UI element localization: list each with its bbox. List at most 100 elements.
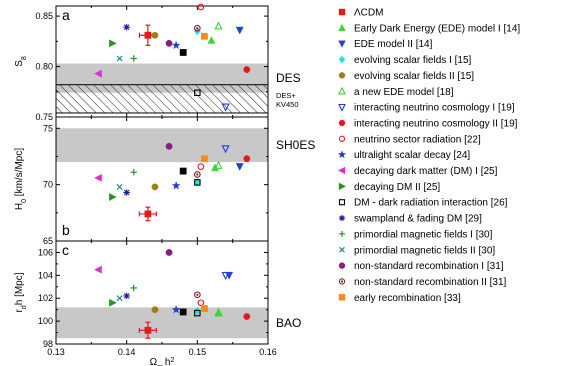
legend-label-ede1: Early Dark Energy (EDE) model I [14]: [354, 23, 520, 34]
x-tick-label: 0.13: [47, 347, 65, 357]
point-a-inc1: [221, 103, 230, 112]
point-c-erec: [200, 305, 208, 312]
point-b-dmdr: [194, 179, 201, 186]
legend-label-newede: a new EDE model [18]: [354, 87, 454, 98]
legend-marker-usd: [337, 150, 347, 159]
y-tick-label-b: 65: [43, 236, 53, 246]
x-tick-label: 0.14: [118, 347, 136, 357]
legend-marker-nsr: [338, 135, 346, 142]
point-a-nsrec2: [193, 24, 201, 32]
y-tick-label-c: 104: [38, 270, 53, 280]
y-axis-label-a: S8: [14, 56, 28, 67]
legend-label-usd: ultralight scalar decay [24]: [354, 150, 470, 161]
panel-letter-b: b: [62, 222, 70, 238]
legend-item-ddm2: decaying DM II [25]: [338, 182, 440, 193]
plot-area: 0.75 0.80 0.85 a S8 DES DES+ KV450 65 70 75 b H0 [km…: [14, 3, 315, 349]
point-a-swamp: [123, 23, 130, 31]
band-label-bao: BAO: [276, 316, 301, 330]
legend-label-ddm1: decaying dark matter (DM) I [25]: [354, 166, 498, 177]
band-label-des: DES: [276, 71, 301, 85]
point-b-nsrec1: [165, 142, 173, 150]
legend-item-dmdr: DM - dark radiation interaction [26]: [338, 198, 508, 209]
point-a-ede2: [235, 26, 244, 35]
legend-label-esf2: evolving scalar fields II [15]: [354, 71, 474, 82]
legend-marker-pmf1: [339, 230, 345, 237]
point-b-dmdr_b: [179, 167, 187, 175]
point-c-inc2: [243, 313, 251, 320]
point-c-newede: [214, 308, 223, 317]
legend-marker-ede1: [338, 23, 346, 32]
y-tick-label-a: 0.80: [35, 62, 53, 72]
point-c-lcdm: [144, 326, 152, 334]
legend-marker-esf1: [338, 55, 346, 64]
panel-letter-c: c: [62, 242, 69, 258]
legend-item-ddm1: decaying dark matter (DM) I [25]: [337, 166, 498, 177]
point-c-dmdr: [194, 309, 201, 317]
point-b-ddm1: [94, 173, 102, 182]
point-c-pmf1: [130, 284, 137, 292]
point-b-ede1: [211, 163, 219, 172]
legend-item-nsr: neutrino sector radiation [22]: [338, 134, 481, 145]
legend-marker-inc1: [338, 103, 346, 112]
legend-item-pmf2: primordial magnetic fields II [30]: [339, 245, 495, 256]
legend-label-pmf1: primordial magnetic fields I [30]: [354, 229, 493, 240]
point-b-pmf1: [130, 169, 137, 176]
legend-item-inc2: interacting neutrino cosmology II [19]: [338, 118, 518, 129]
point-c-esf2: [151, 306, 159, 314]
point-a-ede1: [207, 36, 216, 44]
point-a-nsrec1: [165, 39, 173, 47]
hatched-band-a: [55, 84, 269, 114]
legend-item-nsrec1: non-standard recombination I [31]: [338, 261, 504, 272]
point-a-newede: [214, 21, 223, 30]
legend-item-newede: a new EDE model [18]: [338, 86, 454, 98]
legend-marker-newede: [338, 86, 346, 95]
legend-item-inc1: interacting neutrino cosmology I [19]: [338, 103, 515, 114]
point-b-ddm2: [109, 193, 117, 201]
point-a-inc2: [243, 66, 251, 73]
point-c-nsrec2: [193, 291, 201, 299]
legend-marker-erec: [338, 294, 346, 301]
legend-marker-inc2: [338, 119, 346, 127]
y-tick-label-c: 100: [38, 316, 53, 326]
point-a-pmf1: [130, 55, 137, 62]
point-b-inc1: [221, 145, 230, 154]
legend-label-inc1: interacting neutrino cosmology I [19]: [354, 103, 515, 114]
legend-marker-ddm1: [337, 166, 346, 175]
legend-label-nsrec2: non-standard recombination II [31]: [354, 277, 507, 288]
y-axis-label-c: rdh [Mpc]: [14, 272, 28, 312]
legend-marker-pmf2: [339, 246, 345, 253]
legend-marker-ddm2: [338, 182, 347, 191]
legend-marker-lcdm: [338, 8, 346, 16]
legend-marker-dmdr: [338, 199, 346, 206]
y-axis-label-b: H0 [km/s/Mpc]: [14, 148, 28, 210]
point-b-lcdm: [144, 210, 152, 218]
legend-label-lcdm: ΛCDM: [354, 8, 383, 19]
legend-item-esf2: evolving scalar fields II [15]: [338, 71, 474, 82]
point-b-usd: [171, 181, 181, 190]
legend-label-inc2: interacting neutrino cosmology II [19]: [354, 118, 518, 129]
point-c-ddm1: [94, 265, 102, 274]
legend-item-ede2: EDE model II [14]: [338, 39, 433, 50]
point-b-pmf2: [116, 183, 123, 190]
legend-label-pmf2: primordial magnetic fields II [30]: [354, 245, 495, 256]
legend-marker-nsrec1: [338, 262, 346, 269]
point-a-erec: [200, 32, 208, 40]
legend-label-nsrec1: non-standard recombination I [31]: [354, 261, 504, 272]
point-b-ede2: [235, 163, 244, 171]
legend-item-pmf1: primordial magnetic fields I [30]: [339, 229, 493, 240]
band-label-hatched: DES+ KV450: [276, 91, 299, 109]
panel-letter-a: a: [62, 7, 70, 23]
point-b-newede: [214, 160, 223, 169]
x-axis-label: Ωmh2: [150, 357, 175, 366]
point-b-esf1: [193, 178, 201, 187]
x-axis: 0.13 0.14 0.15 0.16 Ωmh2: [47, 347, 277, 366]
point-a-ddm2: [109, 39, 117, 48]
legend-label-ede2: EDE model II [14]: [354, 39, 433, 50]
y-tick-label-b: 75: [43, 123, 53, 133]
y-tick-label-a: 0.75: [35, 112, 53, 122]
point-c-ddm2: [109, 298, 117, 307]
panel-b: 65 70 75 b H0 [km/s/Mpc] SH0ES: [14, 116, 315, 246]
x-tick-label: 0.16: [259, 347, 277, 357]
point-a-ddm1: [94, 69, 102, 78]
y-tick-label-b: 70: [43, 180, 53, 190]
